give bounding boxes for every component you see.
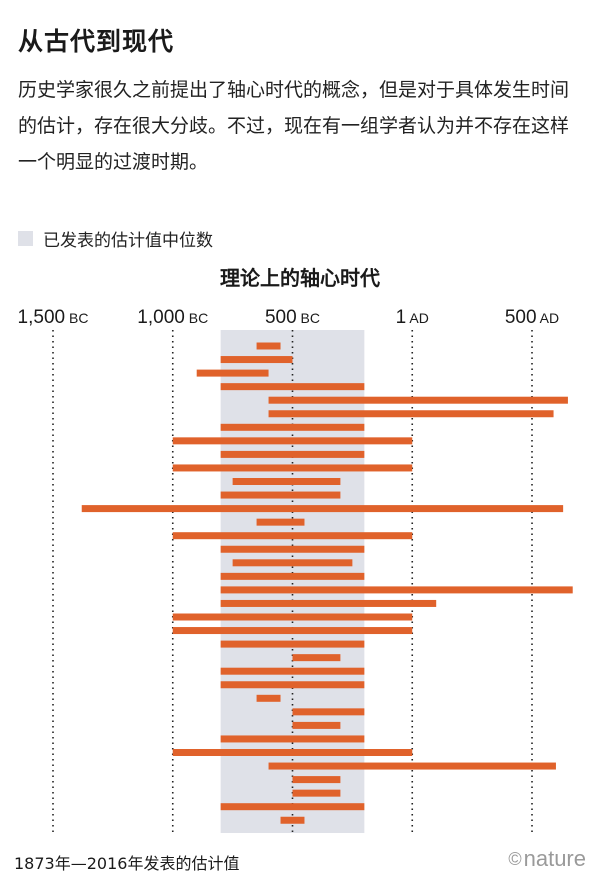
- x-tick-number-0: 1,500: [18, 307, 66, 328]
- x-tick-label-3: 1 AD: [396, 307, 429, 328]
- x-tick-unit-0: BC: [65, 310, 88, 326]
- estimate-bar-4: [221, 383, 365, 390]
- estimate-bar-32: [269, 763, 556, 770]
- estimate-bar-3: [197, 370, 269, 377]
- estimate-bar-36: [281, 817, 305, 824]
- estimate-bar-11: [233, 478, 341, 485]
- estimate-bar-12: [221, 492, 341, 499]
- estimate-bar-19: [221, 586, 573, 593]
- estimate-bar-1: [257, 343, 281, 350]
- estimate-bar-28: [293, 708, 365, 715]
- estimate-bar-13: [82, 505, 563, 512]
- estimate-bar-10: [173, 464, 413, 471]
- estimate-bar-7: [221, 424, 365, 431]
- x-tick-unit-3: AD: [406, 310, 429, 326]
- x-tick-label-1: 1,000 BC: [137, 307, 208, 328]
- x-tick-number-4: 500: [505, 307, 537, 328]
- footer-note: 1873年—2016年发表的估计值: [14, 850, 239, 874]
- estimate-bar-20: [221, 600, 437, 607]
- estimate-bar-16: [221, 546, 365, 553]
- estimate-bar-15: [173, 532, 413, 539]
- estimate-bar-9: [221, 451, 365, 458]
- x-tick-number-1: 1,000: [137, 307, 185, 328]
- estimate-bar-5: [269, 397, 568, 404]
- estimate-bar-8: [173, 437, 413, 444]
- estimate-bar-34: [293, 790, 341, 797]
- estimate-bar-6: [269, 410, 554, 417]
- estimate-bar-25: [221, 668, 365, 675]
- estimate-bar-24: [293, 654, 341, 661]
- estimate-bar-27: [257, 695, 281, 702]
- x-tick-label-2: 500 BC: [265, 307, 320, 328]
- x-tick-label-0: 1,500 BC: [18, 307, 89, 328]
- estimate-bar-31: [173, 749, 413, 756]
- estimate-bar-30: [221, 735, 365, 742]
- x-tick-unit-1: BC: [185, 310, 208, 326]
- estimate-bar-33: [293, 776, 341, 783]
- estimate-bar-17: [233, 559, 353, 566]
- brand-name: nature: [524, 846, 586, 872]
- estimate-bar-2: [221, 356, 293, 363]
- estimate-bar-29: [293, 722, 341, 729]
- estimate-bar-26: [221, 681, 365, 688]
- x-tick-number-3: 1: [396, 307, 407, 328]
- median-band: [221, 330, 365, 833]
- x-tick-label-4: 500 AD: [505, 307, 559, 328]
- estimate-bar-35: [221, 803, 365, 810]
- estimate-bar-23: [221, 641, 365, 648]
- x-tick-number-2: 500: [265, 307, 297, 328]
- x-tick-unit-2: BC: [297, 310, 320, 326]
- nature-logo: © nature: [508, 846, 586, 872]
- estimate-bar-21: [173, 614, 413, 621]
- copyright-symbol: ©: [508, 849, 521, 870]
- estimate-bar-22: [173, 627, 413, 634]
- estimate-bar-18: [221, 573, 365, 580]
- estimate-bar-14: [257, 519, 305, 526]
- x-tick-unit-4: AD: [537, 310, 560, 326]
